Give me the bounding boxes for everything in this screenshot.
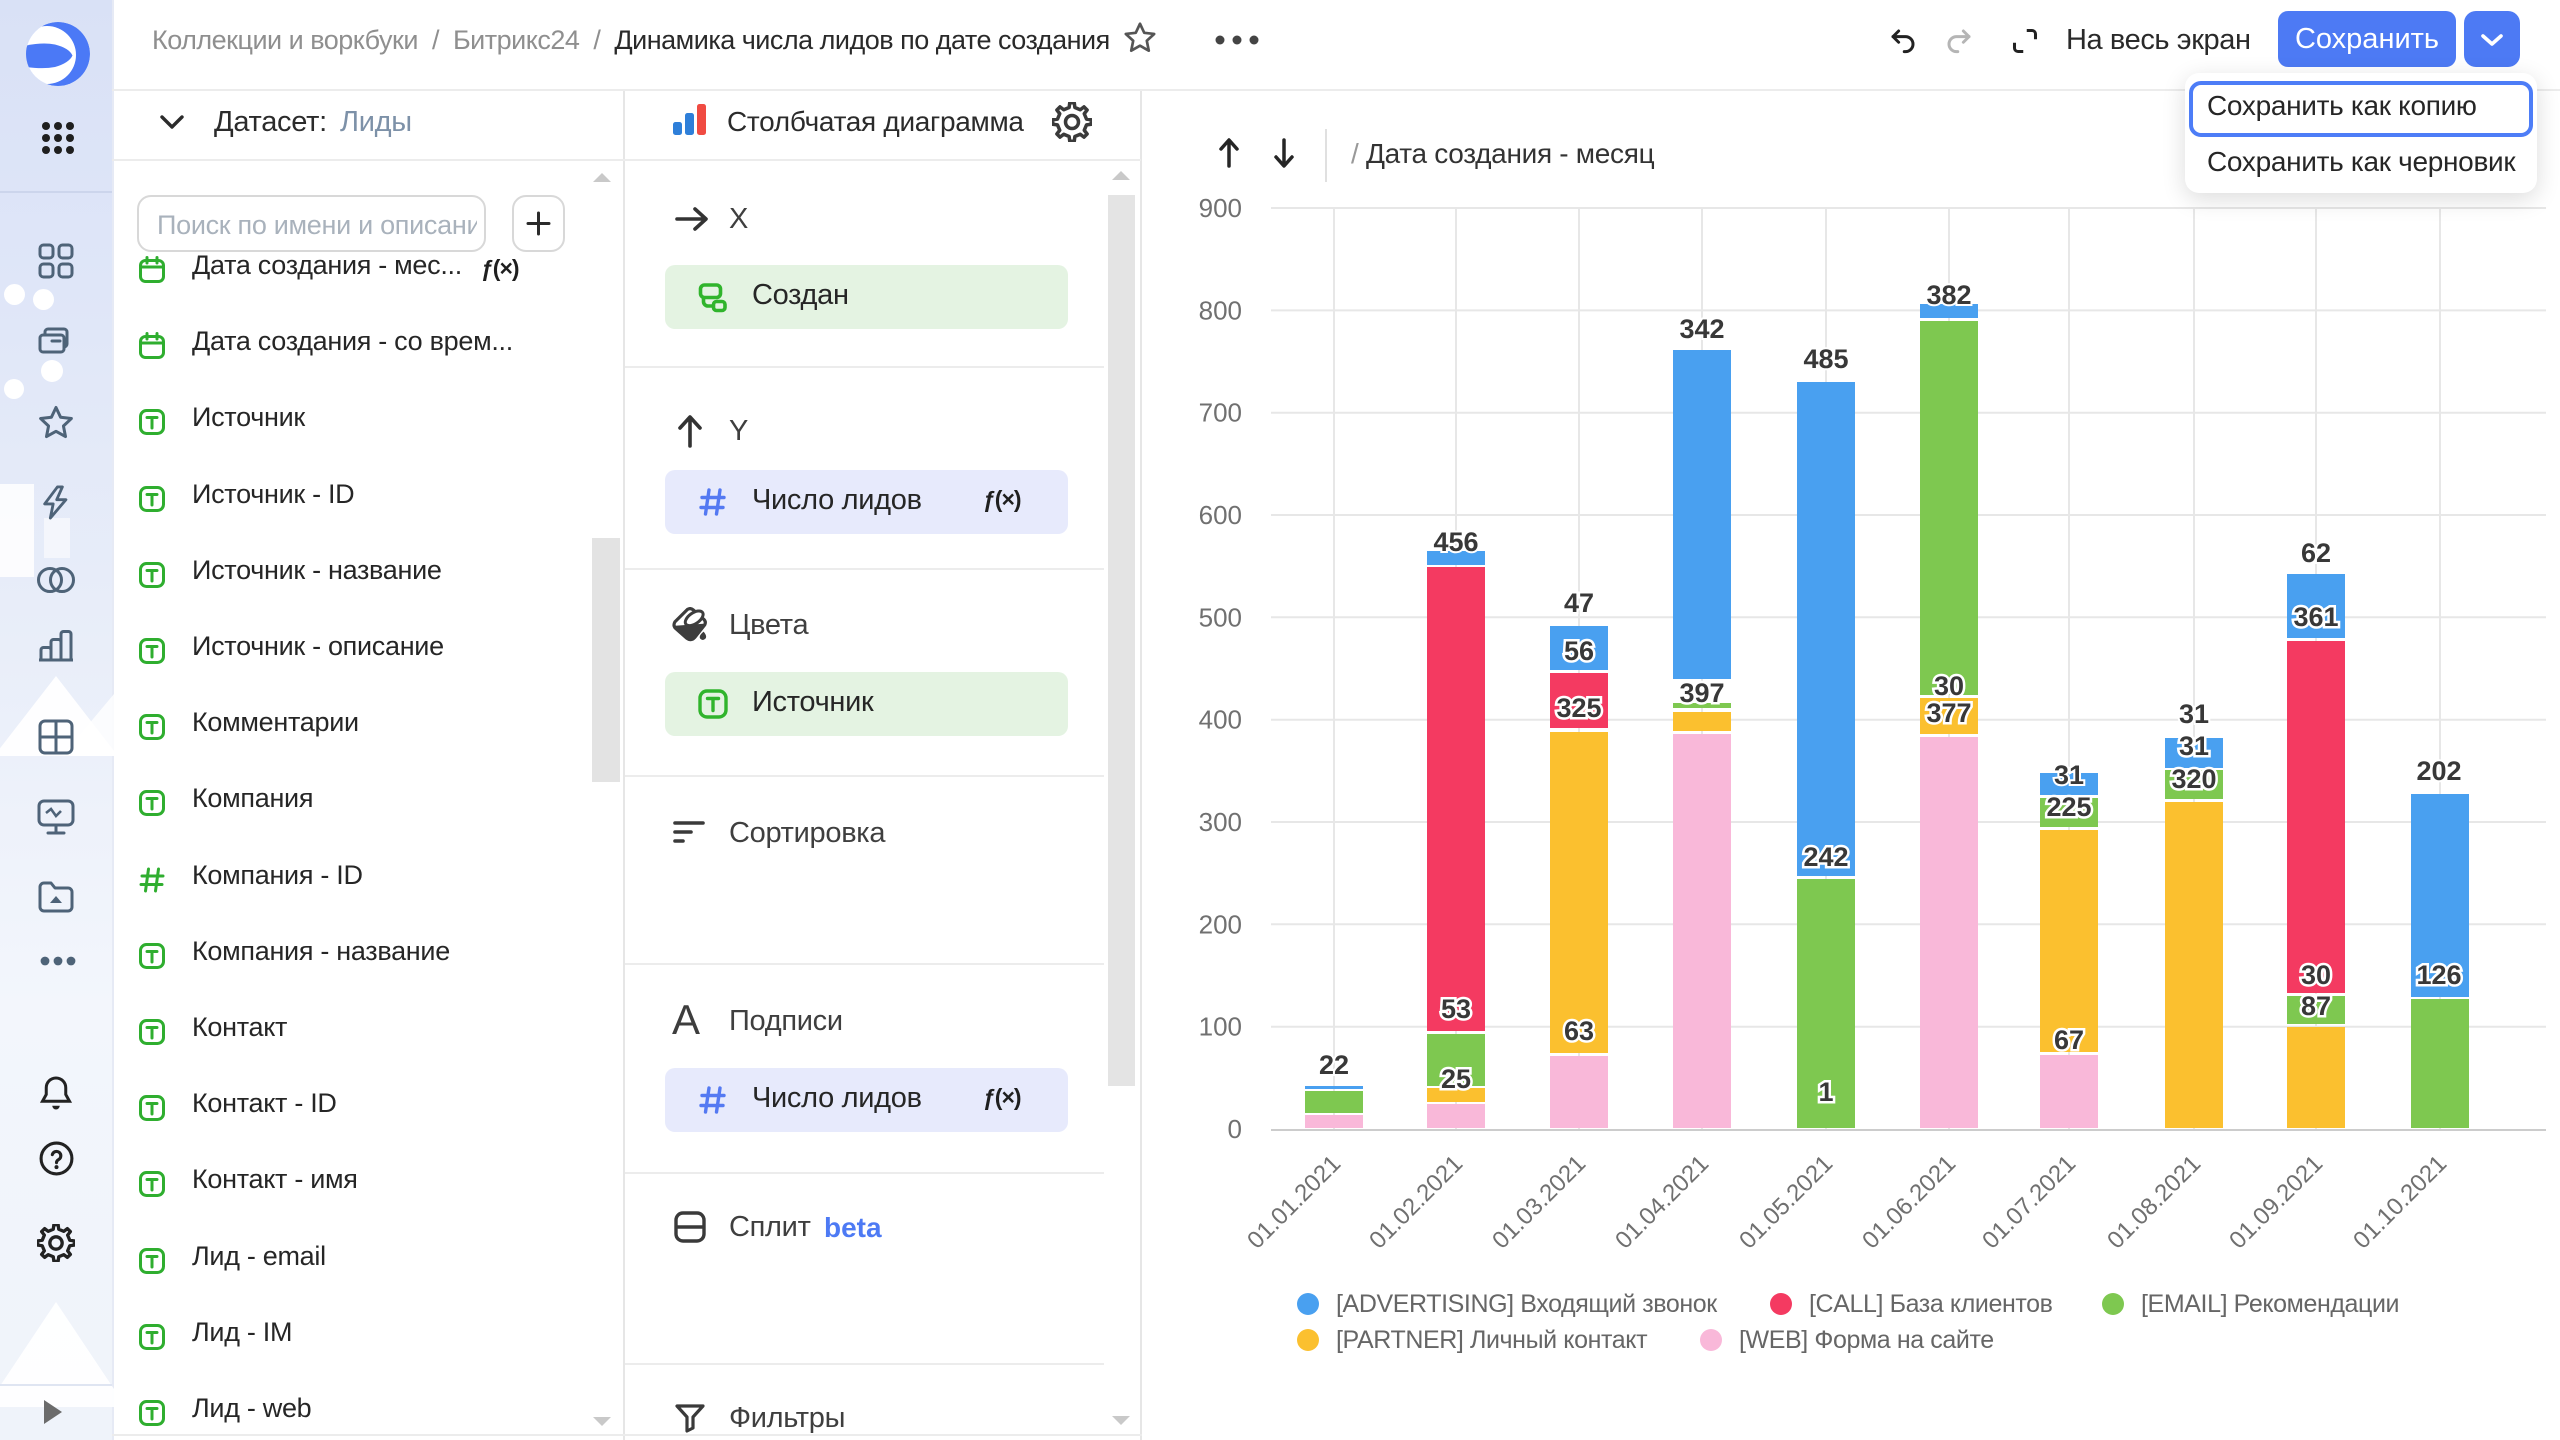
svg-text:56: 56 — [1564, 636, 1594, 666]
svg-text:01.06.2021: 01.06.2021 — [1857, 1150, 1961, 1254]
svg-text:225: 225 — [2046, 792, 2091, 822]
svg-text:01.07.2021: 01.07.2021 — [1977, 1150, 2081, 1254]
svg-text:22: 22 — [1319, 1050, 1349, 1080]
svg-text:382: 382 — [1926, 280, 1971, 310]
svg-text:0: 0 — [1228, 1114, 1242, 1144]
svg-text:25: 25 — [1441, 1064, 1471, 1094]
svg-text:01.03.2021: 01.03.2021 — [1487, 1150, 1591, 1254]
svg-text:[PARTNER] Личный контакт: [PARTNER] Личный контакт — [1336, 1326, 1648, 1354]
svg-text:30: 30 — [2301, 960, 2331, 990]
svg-text:320: 320 — [2171, 764, 2216, 794]
svg-text:30: 30 — [1934, 671, 1964, 701]
svg-text:700: 700 — [1199, 398, 1242, 428]
svg-text:200: 200 — [1199, 909, 1242, 939]
svg-text:87: 87 — [2301, 991, 2331, 1021]
svg-text:242: 242 — [1803, 842, 1848, 872]
svg-text:01.04.2021: 01.04.2021 — [1610, 1150, 1714, 1254]
svg-text:361: 361 — [2293, 602, 2338, 632]
svg-text:01.08.2021: 01.08.2021 — [2102, 1150, 2206, 1254]
svg-text:47: 47 — [1564, 588, 1594, 618]
svg-text:400: 400 — [1199, 705, 1242, 735]
svg-text:01.01.2021: 01.01.2021 — [1242, 1150, 1346, 1254]
svg-text:377: 377 — [1926, 698, 1971, 728]
svg-text:126: 126 — [2416, 960, 2461, 990]
svg-text:485: 485 — [1803, 344, 1848, 374]
svg-text:31: 31 — [2054, 760, 2084, 790]
svg-text:325: 325 — [1556, 693, 1601, 723]
svg-text:342: 342 — [1679, 314, 1724, 344]
svg-text:62: 62 — [2301, 538, 2331, 568]
svg-text:456: 456 — [1433, 527, 1478, 557]
svg-text:01.02.2021: 01.02.2021 — [1364, 1150, 1468, 1254]
svg-text:800: 800 — [1199, 295, 1242, 325]
svg-text:67: 67 — [2054, 1025, 2084, 1055]
svg-text:100: 100 — [1199, 1012, 1242, 1042]
svg-text:31: 31 — [2179, 699, 2209, 729]
svg-text:1: 1 — [1818, 1077, 1833, 1107]
svg-text:202: 202 — [2416, 756, 2461, 786]
svg-text:01.10.2021: 01.10.2021 — [2348, 1150, 2452, 1254]
svg-text:[EMAIL] Рекомендации: [EMAIL] Рекомендации — [2141, 1290, 2399, 1318]
svg-text:01.05.2021: 01.05.2021 — [1734, 1150, 1838, 1254]
svg-text:500: 500 — [1199, 602, 1242, 632]
svg-text:300: 300 — [1199, 807, 1242, 837]
svg-text:31: 31 — [2179, 731, 2209, 761]
svg-text:[ADVERTISING] Входящий звонок: [ADVERTISING] Входящий звонок — [1336, 1290, 1718, 1318]
svg-text:01.09.2021: 01.09.2021 — [2224, 1150, 2328, 1254]
svg-text:53: 53 — [1441, 994, 1471, 1024]
svg-text:397: 397 — [1679, 678, 1724, 708]
svg-text:900: 900 — [1199, 193, 1242, 223]
svg-text:[WEB] Форма на сайте: [WEB] Форма на сайте — [1739, 1326, 1994, 1354]
svg-text:[CALL] База клиентов: [CALL] База клиентов — [1809, 1290, 2053, 1318]
svg-text:/ Дата создания - месяц: / Дата создания - месяц — [1351, 138, 1655, 169]
svg-text:63: 63 — [1564, 1016, 1594, 1046]
svg-text:600: 600 — [1199, 500, 1242, 530]
